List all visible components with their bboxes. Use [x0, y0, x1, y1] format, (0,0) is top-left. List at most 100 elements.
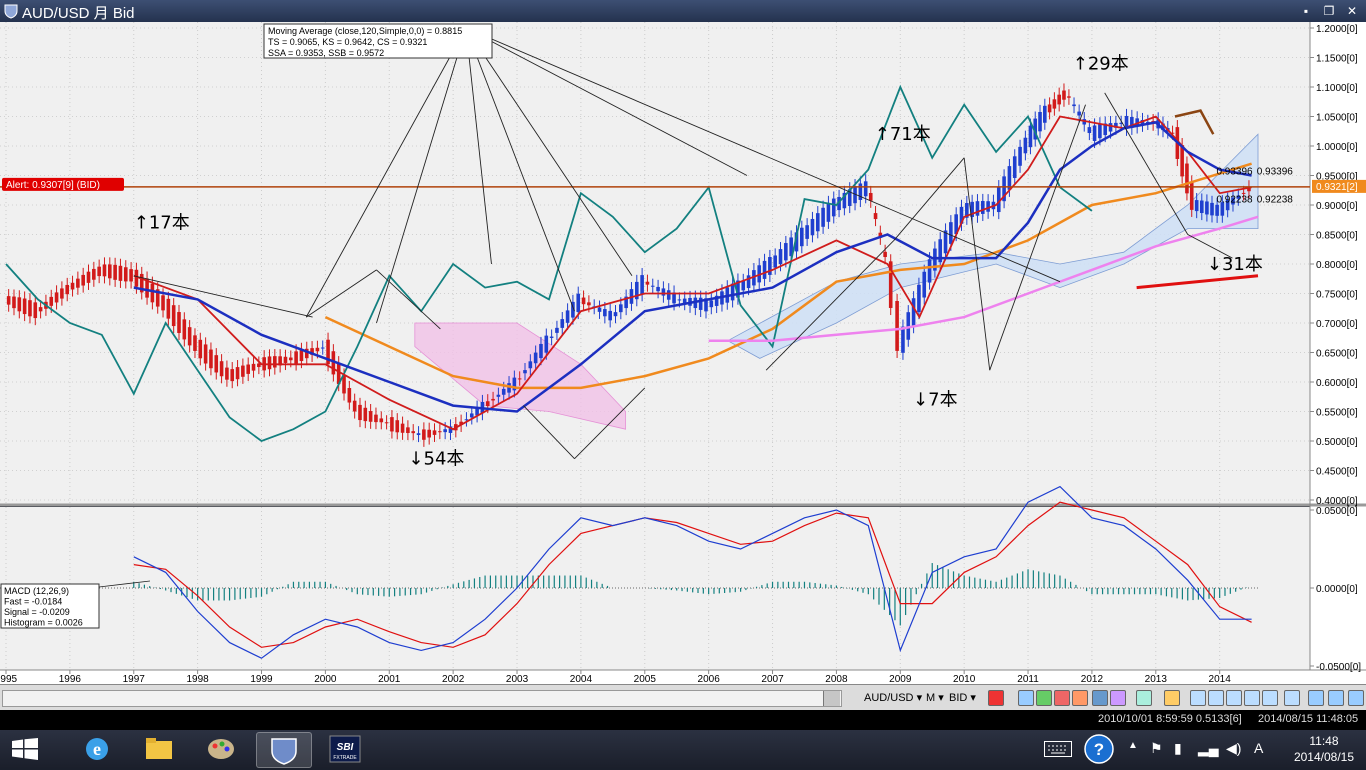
x-tick-label: 2002 [442, 674, 465, 684]
chart-toolbar: AUD/USD ▾ M ▾ BID ▾ [0, 684, 1366, 711]
shrink-h-icon[interactable] [1244, 690, 1260, 706]
color-icon[interactable] [1054, 690, 1070, 706]
print-icon[interactable] [1110, 690, 1126, 706]
taskbar-explorer-button[interactable] [132, 732, 186, 766]
volume-icon[interactable]: ◀) [1226, 740, 1242, 756]
candle-body [603, 309, 607, 317]
candle-body [794, 232, 799, 252]
battery-icon[interactable]: ▮ [1174, 740, 1182, 756]
fxtrade-label: FXTRADE [333, 755, 357, 761]
macd-legend-bg [0, 583, 100, 629]
candle-body [810, 218, 815, 236]
x-tick-label: 2001 [378, 674, 401, 684]
x-axis-bg [0, 670, 1366, 684]
candle-body [1103, 123, 1108, 136]
candle-body [198, 339, 203, 359]
x-tick-label: 2008 [825, 674, 848, 684]
nav-last-icon[interactable] [1328, 690, 1344, 706]
indicator-icon[interactable] [1072, 690, 1088, 706]
macd-y-tick-label: -0.0500[0] [1316, 662, 1361, 673]
candle-body [528, 361, 533, 369]
start-button-icon[interactable] [12, 738, 38, 760]
tray-expand-icon[interactable]: ▲ [1128, 740, 1138, 751]
zoom-in-icon[interactable] [1190, 690, 1206, 706]
candle-body [102, 264, 107, 277]
window-icon[interactable] [1018, 690, 1034, 706]
candle-body [714, 295, 719, 306]
ime-indicator[interactable]: A [1254, 740, 1264, 756]
taskbar-paint-button[interactable] [194, 732, 248, 766]
count-annotation: ↓31本 [1207, 254, 1263, 275]
candle-body [571, 301, 575, 318]
network-icon[interactable]: ▂▄ [1198, 740, 1219, 756]
candle-body [666, 290, 671, 300]
candle-body [1194, 200, 1199, 212]
macd-y-tick-label: 0.0500[0] [1316, 506, 1358, 517]
taskbar-clock[interactable]: 11:48 2014/08/15 [1294, 733, 1354, 765]
candle-body [225, 367, 229, 380]
status-bar: 2010/10/01 8:59:59 0.5133[6] 2014/08/15 … [0, 710, 1366, 730]
candle-body [469, 413, 474, 418]
horizontal-scrollbar[interactable] [2, 690, 842, 707]
candle-body [949, 222, 953, 244]
candle-body [22, 298, 27, 315]
candle-body [273, 356, 277, 368]
flag-icon[interactable]: ⚑ [1150, 740, 1163, 756]
candle-body [203, 344, 208, 364]
candle-body [235, 367, 240, 380]
restore-button[interactable]: ❐ [1323, 4, 1335, 18]
trend-line [376, 269, 441, 330]
grid-icon[interactable] [1036, 690, 1052, 706]
nav-first-icon[interactable] [1308, 690, 1324, 706]
candle-body [1002, 176, 1006, 202]
candle-body [81, 274, 85, 286]
candle-type-icon[interactable] [988, 690, 1004, 706]
candle-body [283, 356, 288, 363]
trend-line [305, 27, 467, 318]
candle-body [1180, 145, 1184, 177]
nav-end-icon[interactable] [1348, 690, 1364, 706]
zoom-out-icon[interactable] [1208, 690, 1224, 706]
save-icon[interactable] [1092, 690, 1108, 706]
minimize-button[interactable]: ▪ [1303, 4, 1309, 18]
candle-body [831, 198, 836, 217]
taskbar-chart-app-button[interactable] [256, 732, 312, 768]
zoom-reset-icon[interactable] [1284, 690, 1300, 706]
candle-body [1087, 127, 1092, 134]
candle-body [1210, 202, 1214, 216]
expand-h-icon[interactable] [1226, 690, 1242, 706]
level-label: 0.93396 [1216, 166, 1253, 177]
scrollbar-thumb[interactable] [823, 691, 840, 706]
candle-body [560, 319, 565, 328]
candle-body [76, 278, 80, 288]
candle-body [587, 302, 591, 306]
timeframe-select[interactable]: M ▾ [926, 692, 944, 704]
sbi-logo-icon: SBI FXTRADE [329, 735, 361, 763]
price-type-select[interactable]: BID ▾ [949, 692, 976, 704]
chart-area[interactable]: 1995 1996 1997 1998 1999 2000 2001 2002 2003 2004… [0, 22, 1366, 684]
taskbar-fxtrade-button[interactable]: SBI FXTRADE [318, 732, 372, 766]
cursor-icon[interactable] [1136, 690, 1152, 706]
candle-body [954, 214, 958, 235]
candle-body [1189, 182, 1194, 210]
draw-tool-icon[interactable] [1164, 690, 1180, 706]
close-button[interactable]: ✕ [1346, 4, 1358, 18]
y-tick-label: 1.1000[0] [1316, 83, 1358, 94]
candle-body [549, 336, 554, 338]
trend-line [1187, 234, 1233, 259]
expand-v-icon[interactable] [1262, 690, 1278, 706]
candle-body [624, 296, 628, 309]
keyboard-icon[interactable] [1044, 741, 1072, 757]
internet-explorer-icon: e [86, 738, 108, 760]
x-tick-label: 2006 [698, 674, 721, 684]
candle-body [432, 430, 437, 435]
candle-body [815, 213, 820, 232]
x-tick-label: 1997 [123, 674, 146, 684]
count-annotation: ↓7本 [913, 390, 958, 411]
taskbar-ie-button[interactable]: e [70, 732, 124, 766]
clock-time: 11:48 [1309, 734, 1339, 748]
candle-body [294, 351, 298, 364]
level-label: 0.92238 [1216, 195, 1253, 206]
symbol-select[interactable]: AUD/USD ▾ [864, 692, 923, 704]
help-icon[interactable]: ? [1084, 734, 1114, 764]
